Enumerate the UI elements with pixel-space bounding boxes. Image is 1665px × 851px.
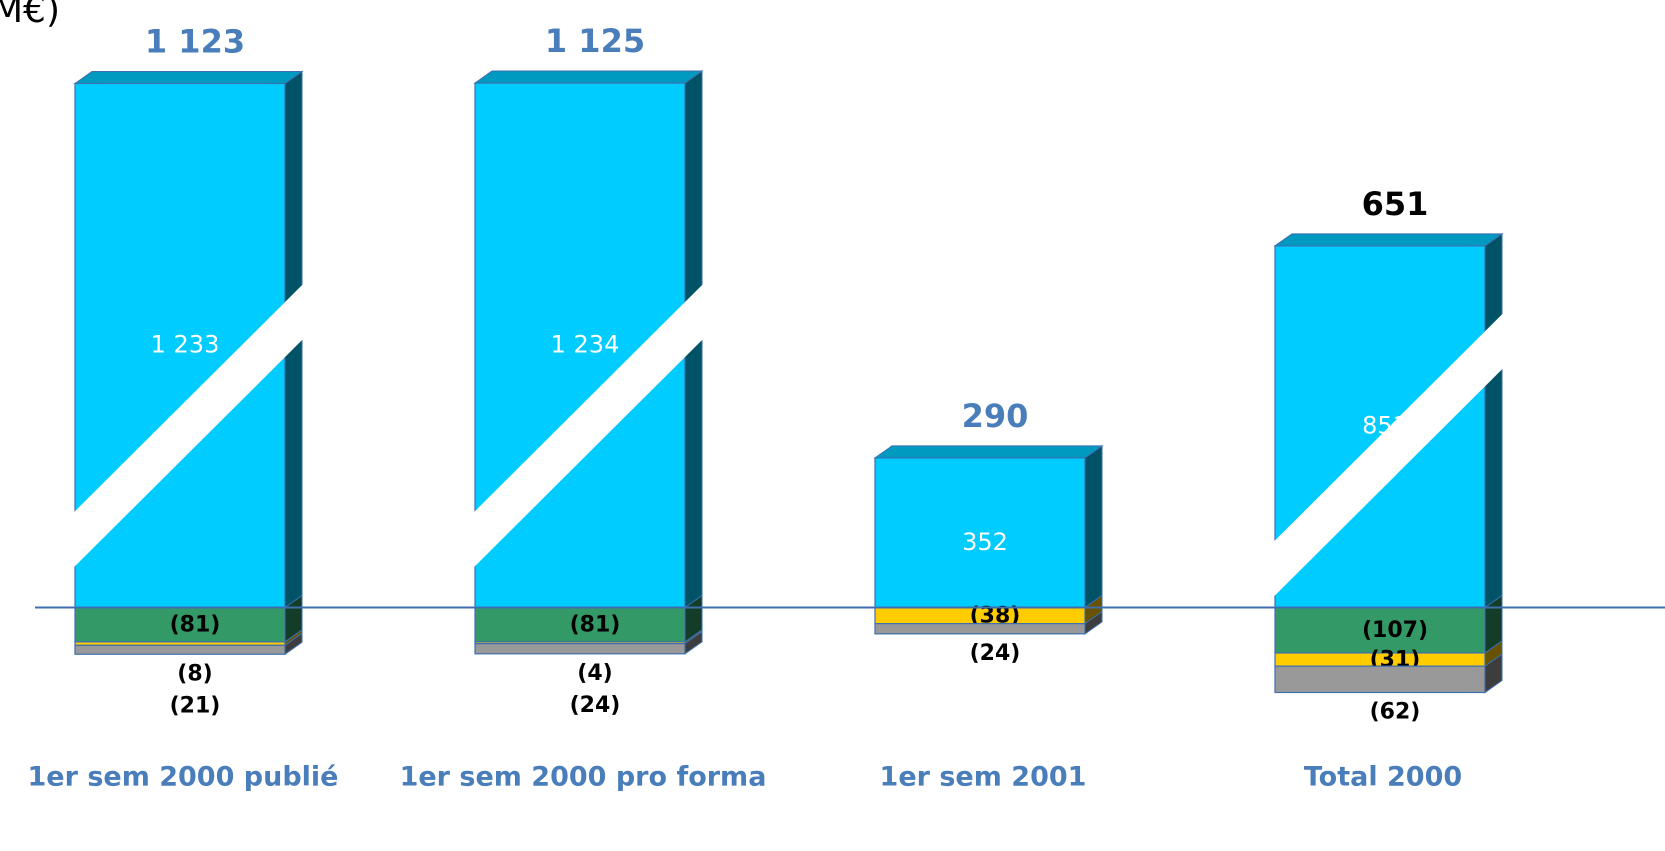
bar-segment bbox=[1274, 653, 1503, 694]
x-tick-label: 1er sem 2000 publié bbox=[28, 762, 339, 793]
value-label: 1 233 bbox=[151, 330, 220, 358]
axis-break bbox=[473, 283, 704, 569]
value-label: (81) bbox=[570, 613, 621, 638]
bar-front bbox=[1274, 665, 1486, 694]
value-label: (107) bbox=[1362, 618, 1428, 643]
bar-top bbox=[873, 445, 1104, 459]
value-label: (24) bbox=[570, 693, 621, 718]
bar-top bbox=[473, 70, 704, 84]
x-tick-label: 1er sem 2001 bbox=[880, 762, 1087, 793]
total-label: 1 125 bbox=[545, 22, 645, 60]
value-label: (8) bbox=[177, 661, 212, 686]
value-label: 1 234 bbox=[551, 330, 620, 358]
bar-front bbox=[74, 644, 286, 655]
bar-segment bbox=[874, 610, 1103, 635]
bar-front bbox=[474, 643, 686, 655]
bar-side bbox=[1484, 232, 1503, 609]
axis-break bbox=[73, 283, 304, 569]
value-label: (4) bbox=[577, 661, 612, 686]
bar-segment bbox=[873, 444, 1104, 609]
value-label: (21) bbox=[170, 693, 221, 718]
bar-front bbox=[874, 623, 1086, 635]
bar-side bbox=[1484, 653, 1503, 694]
bar-top bbox=[1273, 233, 1504, 247]
bar-top bbox=[73, 70, 304, 84]
value-label: 352 bbox=[962, 528, 1008, 556]
bar-segment bbox=[474, 630, 703, 655]
bar-front bbox=[74, 606, 286, 643]
x-tick-label: 1er sem 2000 pro forma bbox=[400, 762, 767, 793]
total-label: 1 123 bbox=[145, 22, 245, 60]
bar-segment bbox=[74, 594, 303, 643]
value-label: (24) bbox=[970, 641, 1021, 666]
chart-title: M€) bbox=[0, 0, 60, 31]
bar-segment bbox=[1274, 594, 1503, 654]
bar-side bbox=[284, 632, 303, 656]
bar-front bbox=[874, 457, 1086, 609]
bar-side bbox=[1084, 610, 1103, 635]
axis-break bbox=[1273, 312, 1504, 598]
x-tick-label: Total 2000 bbox=[1304, 762, 1462, 793]
bar-side bbox=[684, 630, 703, 655]
bar-front bbox=[474, 606, 686, 643]
value-label: 851 bbox=[1362, 412, 1408, 440]
total-label: 290 bbox=[962, 397, 1029, 435]
bar-side bbox=[1084, 444, 1103, 609]
bar-segment bbox=[874, 594, 1103, 625]
value-label: (62) bbox=[1370, 700, 1421, 725]
total-label: 651 bbox=[1362, 185, 1429, 223]
bar-segment bbox=[74, 632, 303, 656]
bar-front bbox=[1274, 606, 1486, 654]
value-label: (81) bbox=[170, 613, 221, 638]
